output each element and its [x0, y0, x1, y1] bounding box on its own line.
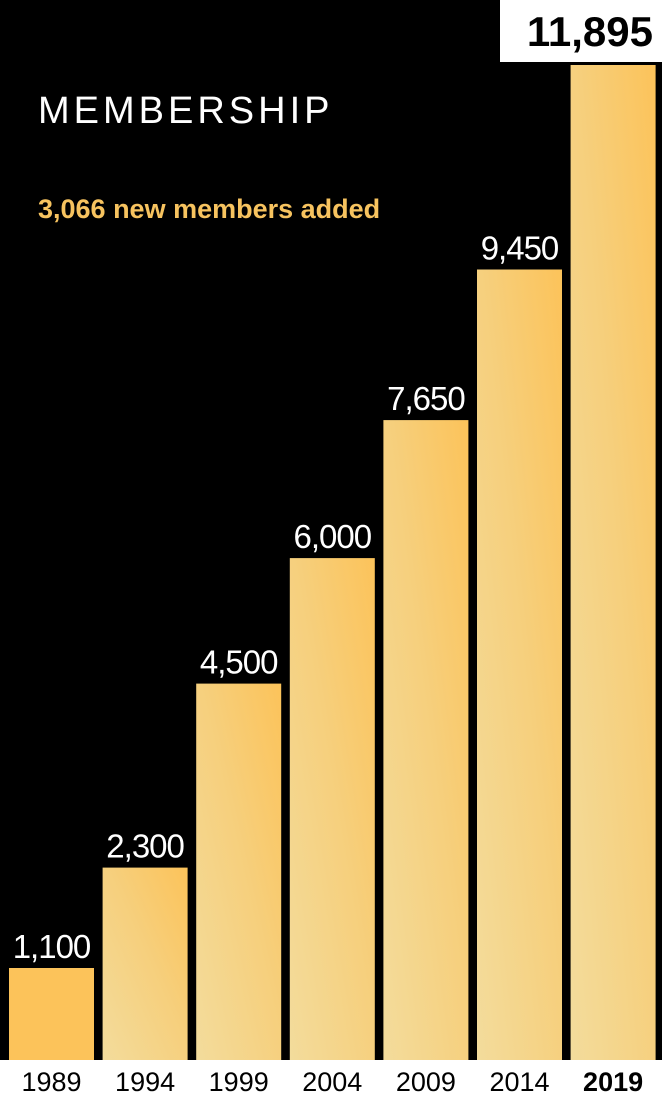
tick-label-1989: 1989 [21, 1067, 81, 1097]
value-label-1999: 4,500 [200, 644, 278, 681]
value-label-2004: 6,000 [294, 518, 372, 555]
chart-subtitle: 3,066 new members added [38, 194, 381, 224]
bar-2009 [383, 420, 469, 1061]
total-label-backdrop [500, 0, 662, 62]
tick-label-2014: 2014 [489, 1067, 549, 1097]
tick-label-2004: 2004 [302, 1067, 362, 1097]
bar-1999 [196, 683, 282, 1060]
tick-label-1999: 1999 [209, 1067, 269, 1097]
bar-2019 [570, 65, 656, 1060]
x-axis-strip [0, 1060, 662, 1098]
value-label-2014: 9,450 [481, 230, 559, 267]
tick-label-1994: 1994 [115, 1067, 175, 1097]
value-label-1994: 2,300 [106, 828, 184, 865]
tick-label-2009: 2009 [396, 1067, 456, 1097]
value-labels-layer: 1,100 2,300 4,500 6,000 7,650 9,450 11,895 [13, 8, 653, 965]
value-label-1989: 1,100 [13, 928, 91, 965]
bar-1994 [102, 867, 188, 1060]
bars-layer [9, 65, 656, 1061]
bar-2014 [477, 269, 562, 1060]
value-label-2019: 11,895 [527, 8, 653, 55]
chart-title: MEMBERSHIP [38, 90, 334, 132]
value-label-2009: 7,650 [387, 380, 465, 417]
bar-2004 [289, 558, 375, 1060]
bar-1989 [9, 968, 94, 1060]
tick-labels-layer: 1989 1994 1999 2004 2009 2014 2019 [21, 1067, 643, 1097]
tick-label-2019: 2019 [583, 1067, 643, 1097]
